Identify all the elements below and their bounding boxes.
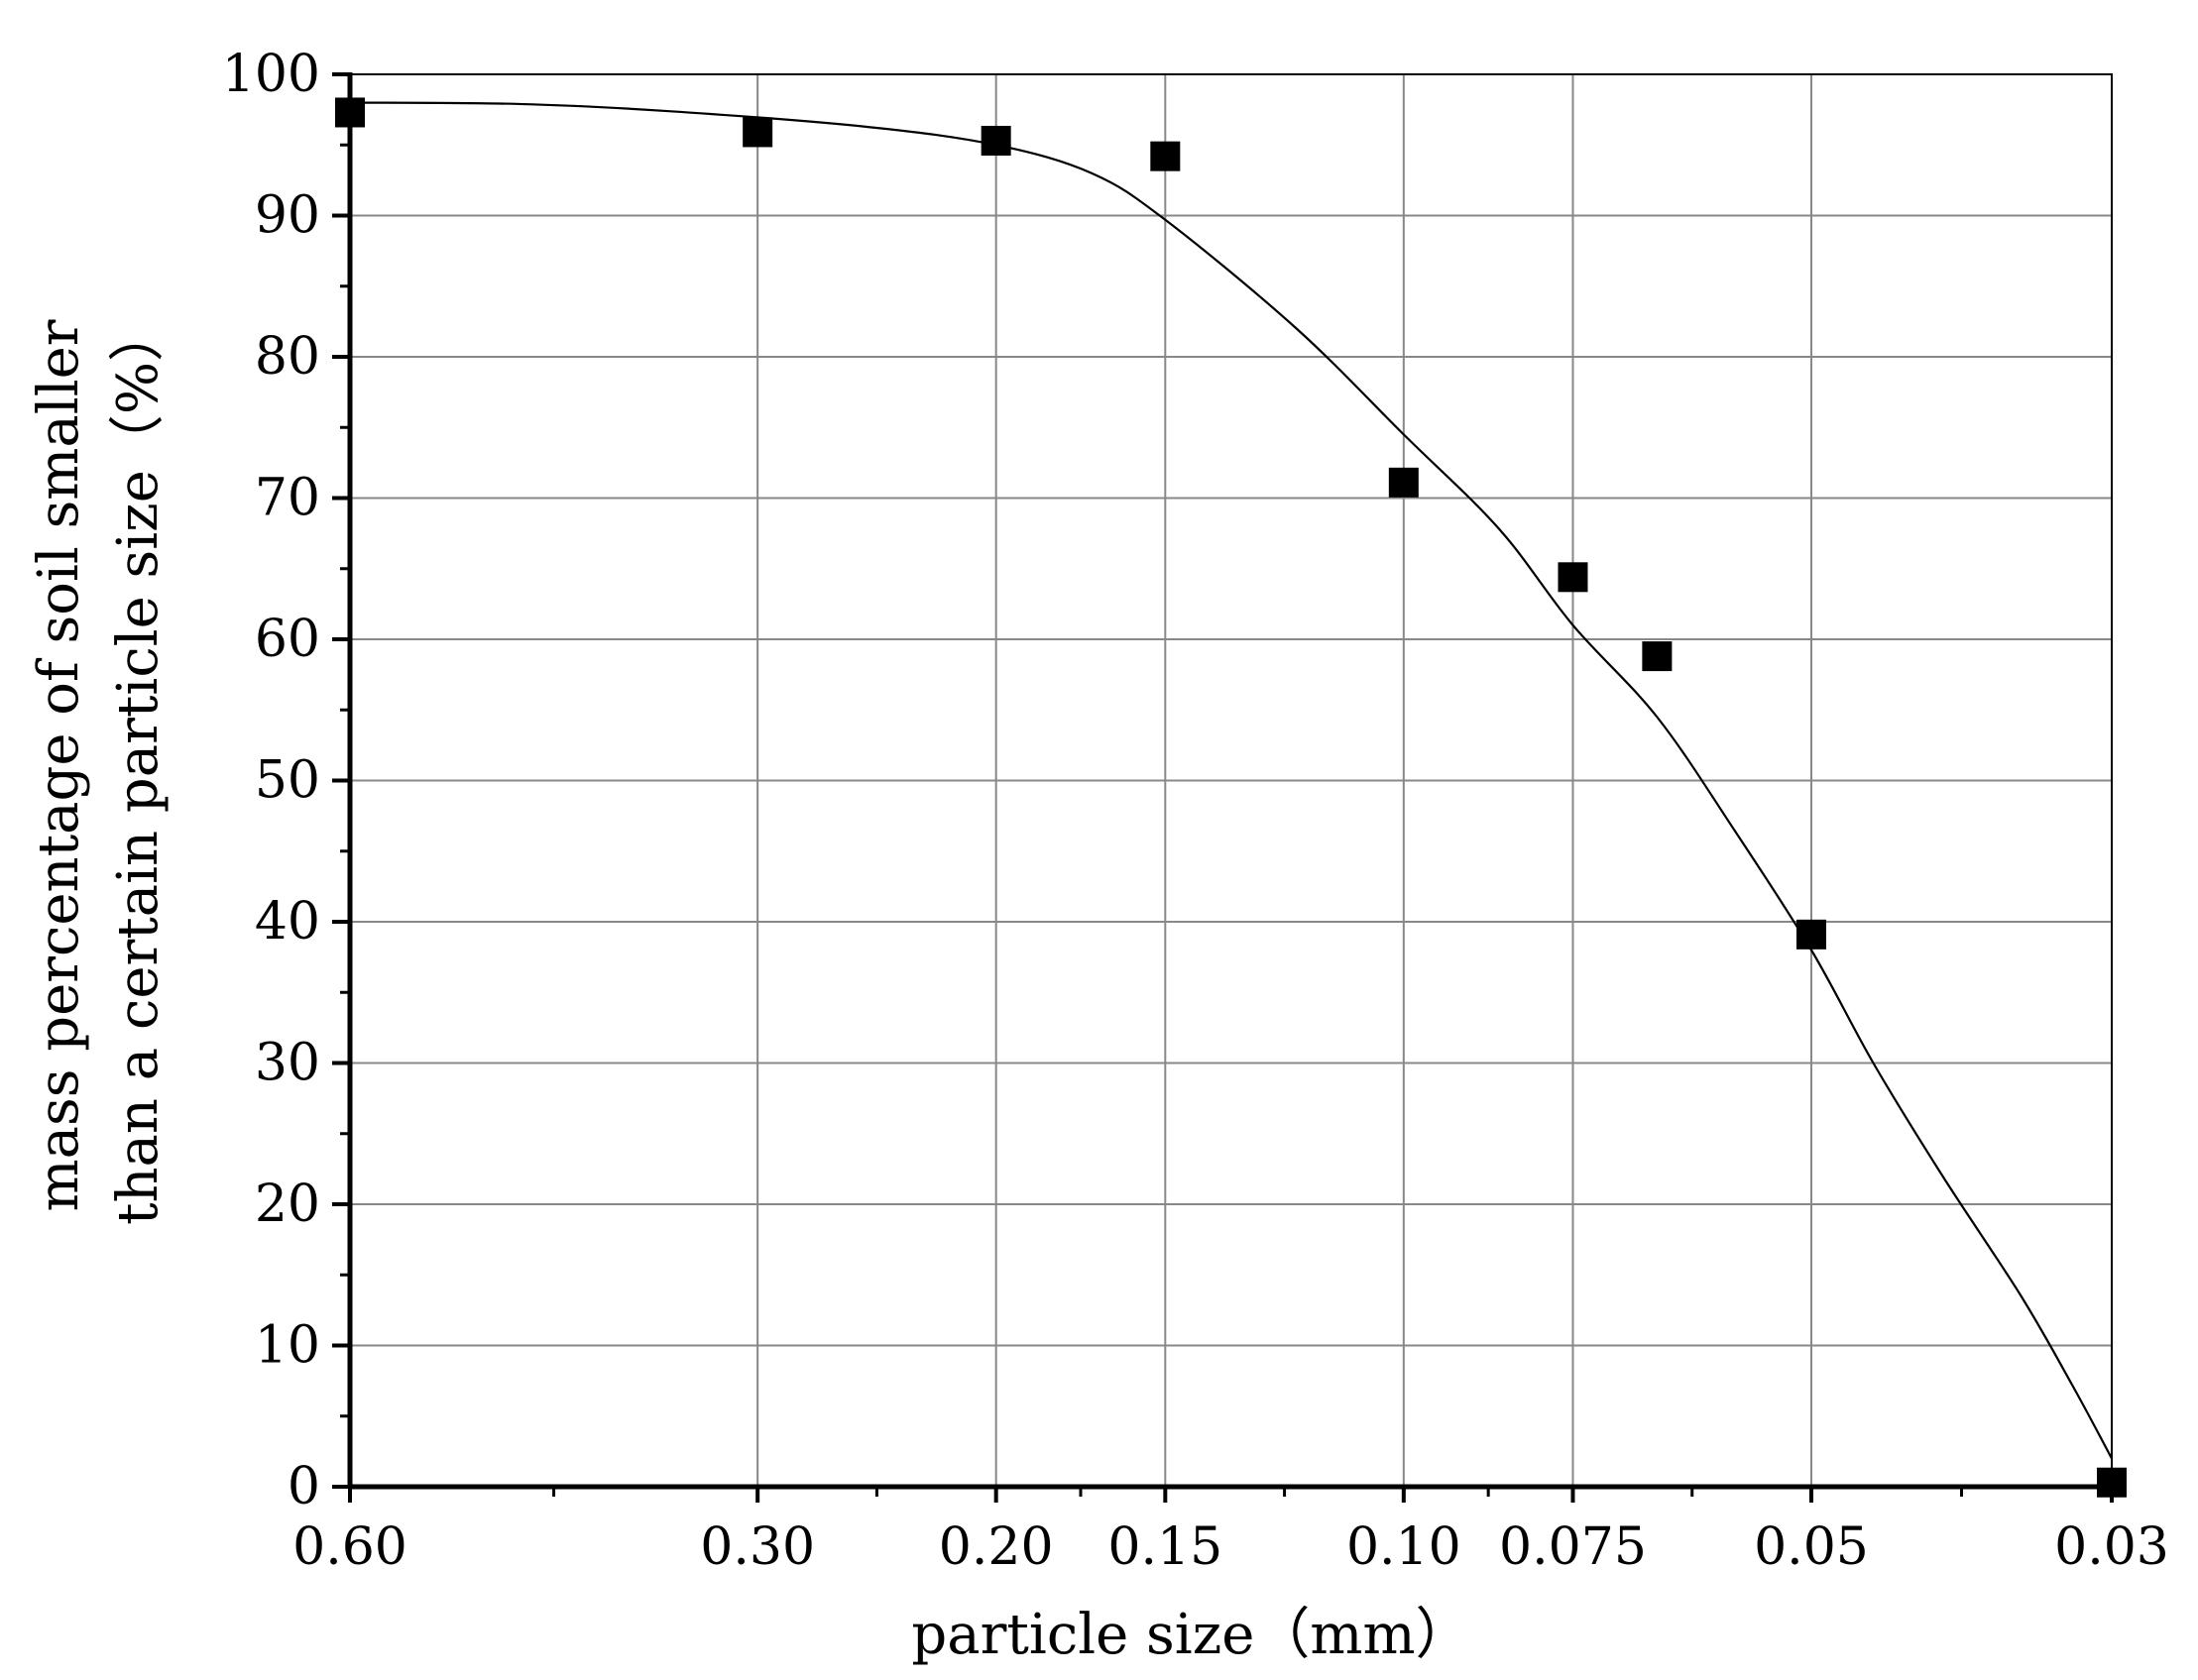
data-point — [1795, 919, 1826, 950]
x-tick-label: 0.075 — [1499, 1517, 1647, 1577]
y-tick-label: 30 — [255, 1034, 320, 1093]
data-point — [1388, 467, 1419, 498]
y-tick-label: 20 — [255, 1175, 320, 1234]
y-tick-label: 90 — [255, 186, 320, 246]
y-tick-label: 40 — [255, 892, 320, 952]
fitted-curve-layer — [349, 101, 2113, 1460]
x-tick-label: 0.05 — [1754, 1517, 1869, 1577]
data-point — [1150, 141, 1181, 171]
x-tick-label: 0.03 — [2054, 1517, 2169, 1577]
grid-lines — [350, 73, 2113, 1487]
data-point — [743, 117, 773, 148]
y-tick-label: 100 — [222, 45, 320, 104]
x-tick-label: 0.20 — [939, 1517, 1054, 1577]
y-tick-label: 10 — [255, 1316, 320, 1376]
x-axis-title: particle size（mm） — [911, 1603, 1470, 1667]
fitted-curve — [349, 101, 2113, 1460]
x-tick-label: 0.60 — [292, 1517, 407, 1577]
data-point — [981, 125, 1011, 156]
axis-ticks — [332, 72, 2114, 1503]
y-axis-title-line-1: mass percentage of soil smaller — [27, 319, 91, 1211]
data-point — [1558, 562, 1588, 593]
x-tick-label: 0.15 — [1107, 1517, 1222, 1577]
y-axis-title-line-2: than a certain particle size（%） — [106, 306, 171, 1225]
x-tick-label: 0.10 — [1346, 1517, 1461, 1577]
data-point — [1642, 641, 1673, 672]
y-tick-label: 70 — [255, 469, 320, 528]
data-points-layer — [335, 97, 2127, 1498]
x-tick-label: 0.30 — [700, 1517, 815, 1577]
y-tick-label: 0 — [288, 1457, 320, 1516]
tick-labels: 0 10 20 30 40 50 60 70 80 90 100 0.60 0.30 0.20 0.15 0.… — [222, 45, 2169, 1577]
y-tick-label: 50 — [255, 751, 320, 811]
y-tick-label: 80 — [255, 327, 320, 387]
y-tick-label: 60 — [255, 610, 320, 669]
